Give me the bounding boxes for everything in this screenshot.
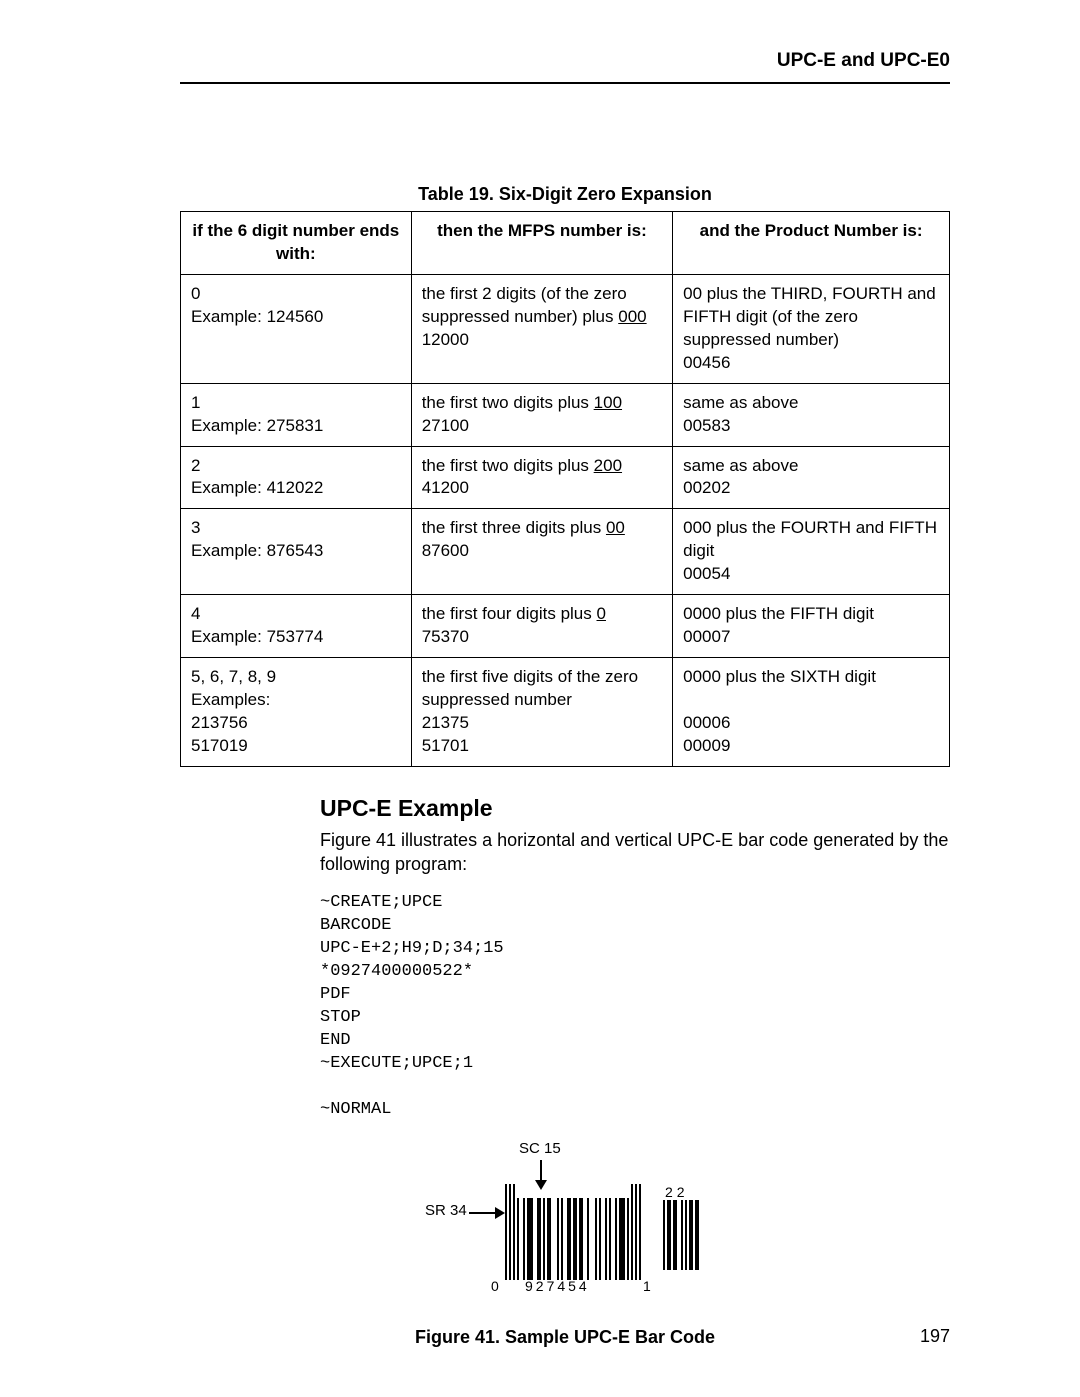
section-paragraph: Figure 41 illustrates a horizontal and v… [320, 828, 950, 877]
digit-right: 1 [643, 1278, 651, 1294]
cell-product: 00 plus the THIRD, FOURTH and FIFTH digi… [673, 274, 950, 383]
digits-center: 927454 [525, 1278, 590, 1294]
zero-expansion-table: if the 6 digit number ends with: then th… [180, 211, 950, 767]
barcode-addon [663, 1200, 703, 1270]
table-caption: Table 19. Six-Digit Zero Expansion [180, 184, 950, 205]
cell-condition: 5, 6, 7, 8, 9Examples:213756517019 [181, 658, 412, 767]
table-row: 0Example: 124560the first 2 digits (of t… [181, 274, 950, 383]
table-row: 1Example: 275831the first two digits plu… [181, 383, 950, 446]
addon-label: 22 [665, 1184, 689, 1200]
th-col2: then the MFPS number is: [411, 212, 672, 275]
cell-mfps: the first five digits of the zero suppre… [411, 658, 672, 767]
cell-mfps: the first two digits plus 20041200 [411, 446, 672, 509]
th-col3: and the Product Number is: [673, 212, 950, 275]
sc-label: SC 15 [519, 1140, 561, 1157]
cell-condition: 0Example: 124560 [181, 274, 412, 383]
cell-mfps: the first two digits plus 10027100 [411, 383, 672, 446]
cell-condition: 3Example: 876543 [181, 509, 412, 595]
digit-left: 0 [491, 1278, 499, 1294]
page-header-title: UPC-E and UPC-E0 [180, 50, 950, 72]
th-col1: if the 6 digit number ends with: [181, 212, 412, 275]
cell-product: 0000 plus the FIFTH digit00007 [673, 595, 950, 658]
table-row: 4Example: 753774the first four digits pl… [181, 595, 950, 658]
cell-mfps: the first four digits plus 075370 [411, 595, 672, 658]
right-arrow-icon [469, 1206, 505, 1220]
cell-product: 0000 plus the SIXTH digit0000600009 [673, 658, 950, 767]
section-title: UPC-E Example [320, 795, 950, 822]
figure-wrap: SC 15 SR 34 22 0 927454 1 Figure 41. Sam… [180, 1140, 950, 1348]
cell-condition: 4Example: 753774 [181, 595, 412, 658]
cell-product: same as above00202 [673, 446, 950, 509]
cell-mfps: the first three digits plus 0087600 [411, 509, 672, 595]
cell-product: same as above00583 [673, 383, 950, 446]
table-header-row: if the 6 digit number ends with: then th… [181, 212, 950, 275]
page-number: 197 [920, 1326, 950, 1347]
code-block: ~CREATE;UPCE BARCODE UPC-E+2;H9;D;34;15 … [320, 892, 950, 1121]
table-row: 5, 6, 7, 8, 9Examples:213756517019the fi… [181, 658, 950, 767]
cell-condition: 2Example: 412022 [181, 446, 412, 509]
header-rule [180, 82, 950, 84]
barcode-main [505, 1190, 645, 1280]
sr-label: SR 34 [425, 1202, 467, 1219]
cell-condition: 1Example: 275831 [181, 383, 412, 446]
figure-caption: Figure 41. Sample UPC-E Bar Code [180, 1327, 950, 1348]
table-row: 3Example: 876543the first three digits p… [181, 509, 950, 595]
cell-product: 000 plus the FOURTH and FIFTH digit00054 [673, 509, 950, 595]
barcode-figure: SC 15 SR 34 22 0 927454 1 [415, 1140, 715, 1300]
table-row: 2Example: 412022the first two digits plu… [181, 446, 950, 509]
down-arrow-icon [533, 1160, 549, 1190]
cell-mfps: the first 2 digits (of the zero suppress… [411, 274, 672, 383]
